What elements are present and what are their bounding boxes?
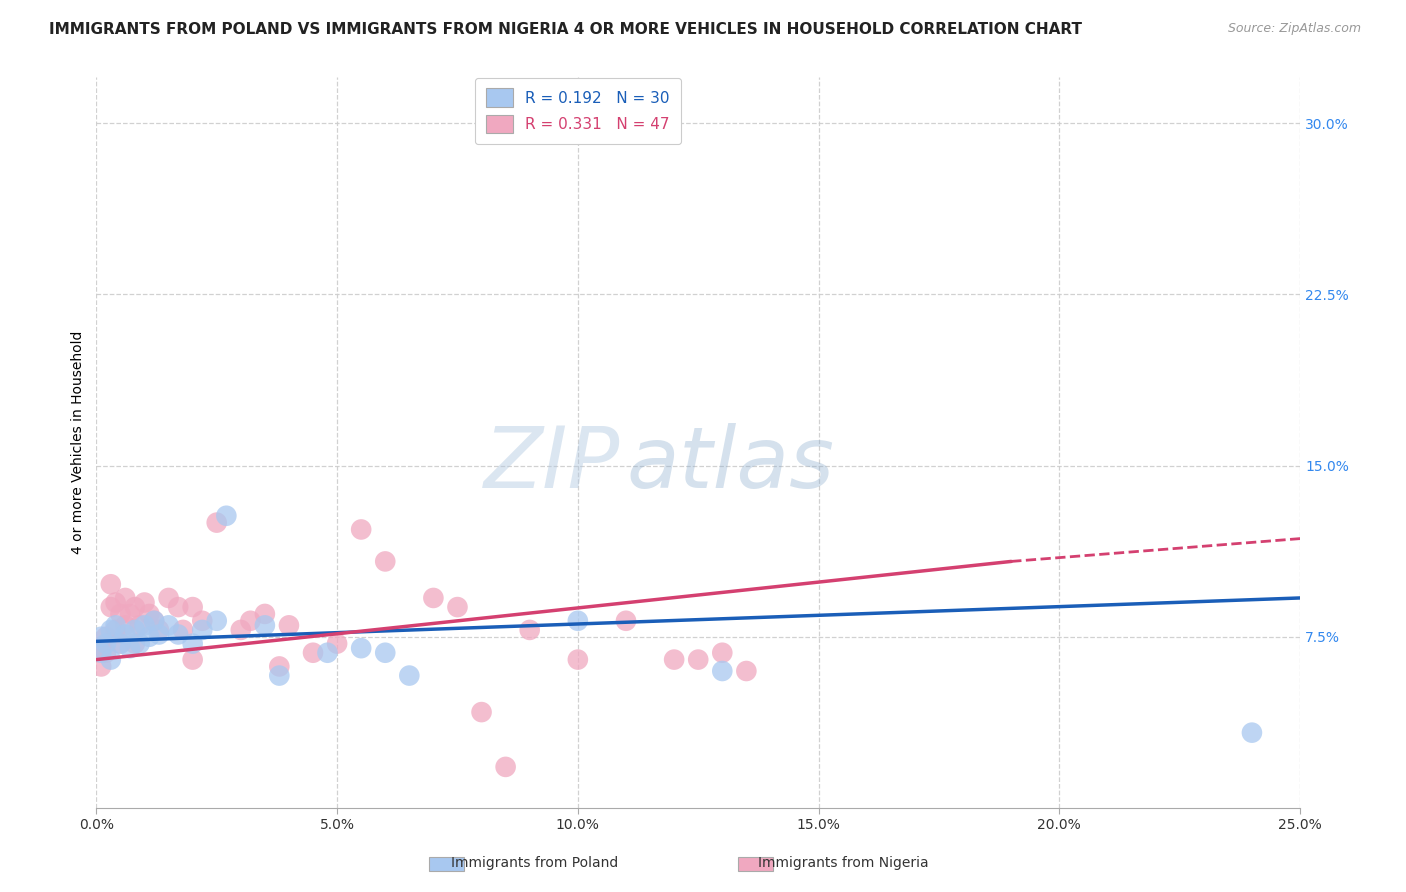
Point [100,577,122,591]
Text: IMMIGRANTS FROM POLAND VS IMMIGRANTS FROM NIGERIA 4 OR MORE VEHICLES IN HOUSEHOL: IMMIGRANTS FROM POLAND VS IMMIGRANTS FRO… [49,22,1083,37]
Point [711,646,734,660]
Point [398,668,420,682]
Point [239,614,262,628]
Point [191,614,214,628]
Point [148,627,170,641]
Point [229,623,252,637]
Point [143,614,166,628]
Text: Immigrants from Poland: Immigrants from Poland [451,856,617,871]
Point [172,623,194,637]
Point [316,646,339,660]
Point [143,614,166,628]
Point [191,623,214,637]
Legend: R = 0.192   N = 30, R = 0.331   N = 47: R = 0.192 N = 30, R = 0.331 N = 47 [475,78,681,145]
Bar [429,857,464,871]
Point [138,607,160,621]
Point [567,652,589,666]
Point [711,664,734,678]
Text: Source: ZipAtlas.com: Source: ZipAtlas.com [1227,22,1361,36]
Point [374,554,396,568]
Point [124,600,146,615]
Point [215,508,238,523]
Point [614,614,637,628]
Point [94,630,117,644]
Point [134,618,156,632]
Point [446,600,468,615]
Point [350,641,373,656]
Point [114,618,136,632]
Point [278,618,301,632]
Point [470,705,492,719]
Point [90,630,112,644]
Point [128,618,150,632]
Point [94,637,117,651]
Point [735,664,758,678]
Point [181,652,204,666]
Point [205,516,228,530]
Point [519,623,541,637]
Y-axis label: 4 or more Vehicles in Household: 4 or more Vehicles in Household [72,331,86,555]
Point [114,591,136,605]
Point [114,627,136,641]
Point [181,600,204,615]
Point [104,595,127,609]
Point [100,652,122,666]
Text: atlas: atlas [626,423,834,506]
Point [134,595,156,609]
Point [120,641,142,656]
Point [110,637,132,651]
Point [374,646,396,660]
Point [148,623,170,637]
Point [567,614,589,628]
Point [90,646,112,660]
Point [110,607,132,621]
Point [326,637,349,651]
Bar [738,857,773,871]
Point [269,668,291,682]
Point [120,607,142,621]
Point [100,623,122,637]
Point [688,652,710,666]
Point [253,607,276,621]
Point [90,641,112,656]
Point [157,618,180,632]
Point [90,659,112,673]
Point [104,623,127,637]
Text: ZIP: ZIP [484,423,620,506]
Point [205,614,228,628]
Point [124,637,146,651]
Text: Immigrants from Nigeria: Immigrants from Nigeria [758,856,929,871]
Point [167,600,190,615]
Point [253,618,276,632]
Point [422,591,444,605]
Point [124,623,146,637]
Point [662,652,685,666]
Point [157,591,180,605]
Point [104,618,127,632]
Point [495,760,517,774]
Point [138,630,160,644]
Point [110,637,132,651]
Point [350,523,373,537]
Point [94,646,117,660]
Point [128,637,150,651]
Point [1240,725,1263,739]
Point [100,600,122,615]
Point [269,659,291,673]
Point [167,627,190,641]
Point [302,646,325,660]
Point [181,637,204,651]
